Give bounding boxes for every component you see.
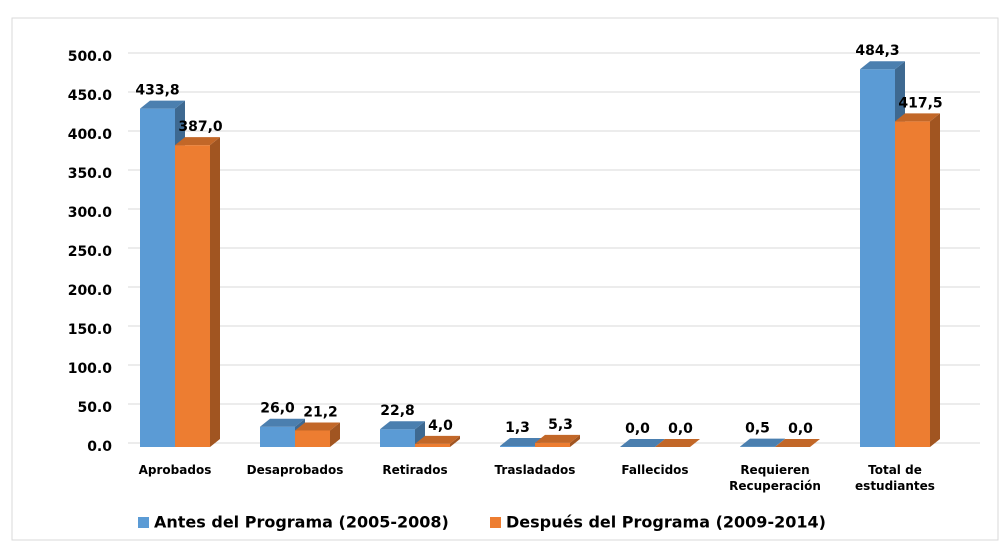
value-label: 22,8: [380, 403, 415, 419]
value-label: 417,5: [898, 95, 942, 111]
value-label: 0,0: [625, 421, 650, 437]
legend-label: Antes del Programa (2005-2008): [154, 513, 449, 532]
bar-front: [895, 121, 930, 447]
x-tick-label: Requieren Recuperación: [729, 463, 821, 493]
bar-front: [175, 145, 210, 447]
bar-side: [570, 434, 580, 447]
bar: [740, 438, 785, 447]
value-label: 433,8: [135, 83, 179, 99]
bar-front: [140, 108, 175, 448]
x-tick-label: Aprobados: [138, 463, 212, 477]
bar-side: [930, 113, 940, 447]
bar: [175, 137, 220, 447]
bar: [655, 439, 700, 447]
value-label: 0,5: [745, 421, 770, 437]
y-tick-label: 0.0: [87, 439, 112, 455]
chart-border: [11, 17, 999, 541]
legend-swatch: [138, 517, 149, 528]
x-tick-label: Fallecidos: [621, 463, 689, 477]
bar-top: [535, 434, 580, 443]
bar-front: [535, 442, 570, 447]
bar-top: [655, 439, 700, 447]
bar-top: [860, 61, 905, 70]
bar-top: [175, 137, 220, 146]
bar-side: [330, 422, 340, 447]
y-tick-label: 200.0: [68, 283, 113, 299]
bar-top: [415, 435, 460, 444]
bar-top: [895, 113, 940, 122]
y-tick-label: 50.0: [77, 400, 112, 416]
value-label: 5,3: [548, 417, 573, 433]
bar: [775, 439, 820, 447]
y-tick-label: 150.0: [68, 322, 113, 338]
bar-front: [295, 430, 330, 447]
value-label: 4,0: [428, 418, 453, 434]
bar-top: [380, 421, 425, 430]
bar-front: [415, 443, 450, 447]
value-label: 484,3: [855, 43, 899, 59]
y-tick-label: 300.0: [68, 205, 113, 221]
y-tick-label: 400.0: [68, 127, 113, 143]
bar: [535, 434, 580, 447]
bar-side: [210, 137, 220, 447]
x-tick-label: Retirados: [382, 463, 448, 477]
bar-front: [860, 69, 895, 447]
bar-top: [260, 418, 305, 427]
bar: [415, 435, 460, 447]
bar-side: [450, 435, 460, 447]
value-label: 21,2: [303, 404, 338, 420]
value-label: 387,0: [178, 119, 223, 135]
bar-front: [260, 426, 295, 447]
bar-front: [500, 445, 535, 447]
bar-top: [295, 422, 340, 431]
y-tick-label: 100.0: [68, 361, 113, 377]
bar-side: [775, 438, 785, 447]
bar: [895, 113, 940, 447]
value-label: 1,3: [505, 420, 530, 436]
legend-swatch: [490, 517, 501, 528]
x-tick-label: Desaprobados: [246, 463, 344, 477]
y-tick-label: 350.0: [68, 166, 113, 182]
value-label: 0,0: [668, 421, 693, 437]
legend-label: Después del Programa (2009-2014): [506, 513, 826, 532]
bar-front: [380, 429, 415, 447]
bar: [620, 439, 665, 447]
bar-top: [740, 438, 785, 447]
y-tick-label: 450.0: [68, 88, 113, 104]
x-tick-label: Trasladados: [494, 463, 576, 477]
bar-top: [775, 439, 820, 447]
bar: [295, 422, 340, 447]
y-tick-label: 500.0: [68, 49, 113, 65]
bar-top: [620, 439, 665, 447]
value-label: 0,0: [788, 421, 813, 437]
bar-top: [500, 437, 545, 446]
y-tick-label: 250.0: [68, 244, 113, 260]
bar-top: [140, 100, 185, 109]
value-label: 26,0: [260, 401, 295, 417]
x-tick-label: Total de estudiantes: [855, 463, 935, 493]
